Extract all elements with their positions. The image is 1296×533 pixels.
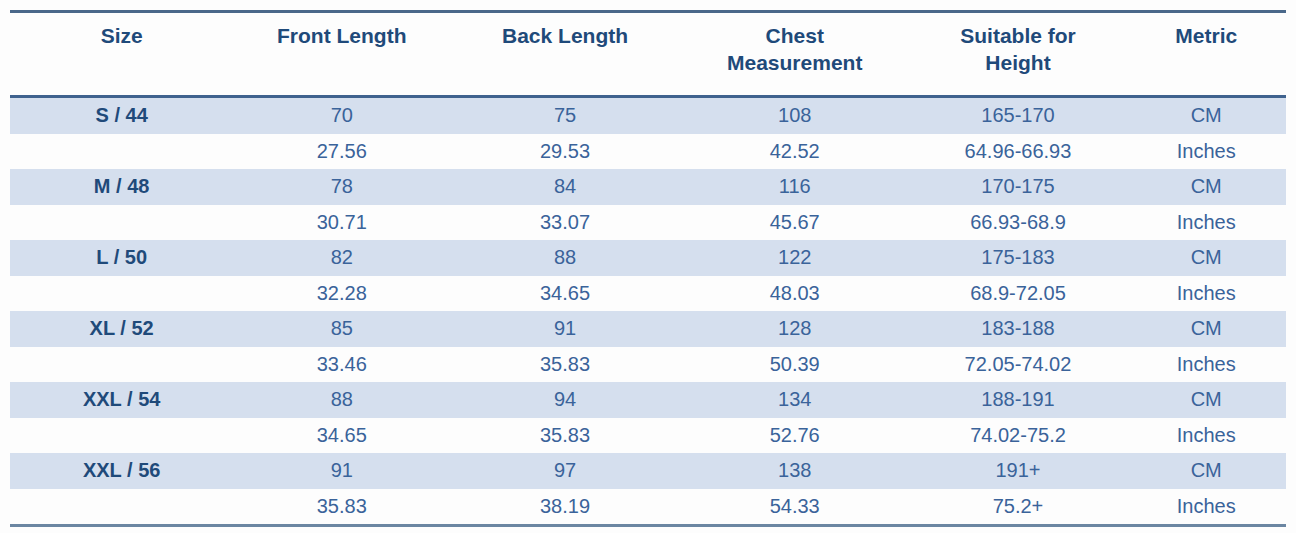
cell-chest-measurement: 42.52 [680, 134, 910, 170]
cell-suitable-for-height: 66.93-68.9 [910, 205, 1127, 241]
column-header-suitable-for-height: Suitable for Height [910, 12, 1127, 97]
cell-metric: CM [1126, 311, 1286, 347]
cell-back-length: 97 [450, 453, 680, 489]
table-row: L / 508288122175-183CM [10, 240, 1286, 276]
column-header-front-length: Front Length [233, 12, 450, 97]
cell-size [10, 347, 233, 383]
cell-size [10, 489, 233, 526]
cell-back-length: 33.07 [450, 205, 680, 241]
cell-size: M / 48 [10, 169, 233, 205]
table-row: XXL / 569197138191+CM [10, 453, 1286, 489]
table-row: 30.7133.0745.6766.93-68.9Inches [10, 205, 1286, 241]
cell-back-length: 35.83 [450, 347, 680, 383]
cell-chest-measurement: 48.03 [680, 276, 910, 312]
cell-suitable-for-height: 165-170 [910, 97, 1127, 134]
cell-suitable-for-height: 191+ [910, 453, 1127, 489]
cell-suitable-for-height: 170-175 [910, 169, 1127, 205]
cell-suitable-for-height: 183-188 [910, 311, 1127, 347]
cell-back-length: 88 [450, 240, 680, 276]
cell-front-length: 30.71 [233, 205, 450, 241]
column-header-size: Size [10, 12, 233, 97]
table-body: S / 447075108165-170CM27.5629.5342.5264.… [10, 97, 1286, 526]
table-row: 27.5629.5342.5264.96-66.93Inches [10, 134, 1286, 170]
cell-front-length: 34.65 [233, 418, 450, 454]
cell-front-length: 78 [233, 169, 450, 205]
cell-metric: Inches [1126, 205, 1286, 241]
cell-size: XXL / 54 [10, 382, 233, 418]
size-chart-wrapper: SizeFront LengthBack LengthChest Measure… [10, 10, 1286, 527]
cell-front-length: 85 [233, 311, 450, 347]
cell-suitable-for-height: 72.05-74.02 [910, 347, 1127, 383]
cell-back-length: 29.53 [450, 134, 680, 170]
cell-front-length: 27.56 [233, 134, 450, 170]
cell-size: L / 50 [10, 240, 233, 276]
cell-size [10, 418, 233, 454]
cell-chest-measurement: 50.39 [680, 347, 910, 383]
cell-chest-measurement: 138 [680, 453, 910, 489]
cell-suitable-for-height: 188-191 [910, 382, 1127, 418]
cell-chest-measurement: 108 [680, 97, 910, 134]
cell-suitable-for-height: 75.2+ [910, 489, 1127, 526]
cell-metric: CM [1126, 382, 1286, 418]
cell-size: S / 44 [10, 97, 233, 134]
table-row: XL / 528591128183-188CM [10, 311, 1286, 347]
cell-back-length: 94 [450, 382, 680, 418]
cell-chest-measurement: 45.67 [680, 205, 910, 241]
table-row: S / 447075108165-170CM [10, 97, 1286, 134]
table-row: M / 487884116170-175CM [10, 169, 1286, 205]
cell-back-length: 34.65 [450, 276, 680, 312]
cell-metric: CM [1126, 169, 1286, 205]
cell-metric: CM [1126, 453, 1286, 489]
cell-size [10, 205, 233, 241]
cell-back-length: 84 [450, 169, 680, 205]
cell-back-length: 75 [450, 97, 680, 134]
cell-size: XXL / 56 [10, 453, 233, 489]
cell-chest-measurement: 134 [680, 382, 910, 418]
table-header: SizeFront LengthBack LengthChest Measure… [10, 12, 1286, 97]
cell-front-length: 91 [233, 453, 450, 489]
cell-metric: Inches [1126, 276, 1286, 312]
table-row: XXL / 548894134188-191CM [10, 382, 1286, 418]
column-header-back-length: Back Length [450, 12, 680, 97]
header-row: SizeFront LengthBack LengthChest Measure… [10, 12, 1286, 97]
cell-size [10, 276, 233, 312]
column-header-chest-measurement: Chest Measurement [680, 12, 910, 97]
cell-chest-measurement: 116 [680, 169, 910, 205]
cell-chest-measurement: 52.76 [680, 418, 910, 454]
cell-suitable-for-height: 68.9-72.05 [910, 276, 1127, 312]
cell-chest-measurement: 54.33 [680, 489, 910, 526]
cell-front-length: 35.83 [233, 489, 450, 526]
cell-metric: CM [1126, 97, 1286, 134]
cell-metric: Inches [1126, 347, 1286, 383]
column-header-metric: Metric [1126, 12, 1286, 97]
cell-metric: Inches [1126, 489, 1286, 526]
cell-front-length: 33.46 [233, 347, 450, 383]
table-row: 32.2834.6548.0368.9-72.05Inches [10, 276, 1286, 312]
cell-front-length: 70 [233, 97, 450, 134]
cell-front-length: 32.28 [233, 276, 450, 312]
cell-metric: Inches [1126, 134, 1286, 170]
page-canvas: SizeFront LengthBack LengthChest Measure… [0, 0, 1296, 533]
size-chart-table: SizeFront LengthBack LengthChest Measure… [10, 10, 1286, 527]
cell-suitable-for-height: 175-183 [910, 240, 1127, 276]
cell-back-length: 38.19 [450, 489, 680, 526]
cell-metric: Inches [1126, 418, 1286, 454]
table-row: 35.8338.1954.3375.2+Inches [10, 489, 1286, 526]
cell-metric: CM [1126, 240, 1286, 276]
cell-suitable-for-height: 74.02-75.2 [910, 418, 1127, 454]
cell-suitable-for-height: 64.96-66.93 [910, 134, 1127, 170]
cell-size [10, 134, 233, 170]
cell-front-length: 82 [233, 240, 450, 276]
cell-back-length: 35.83 [450, 418, 680, 454]
cell-size: XL / 52 [10, 311, 233, 347]
cell-chest-measurement: 128 [680, 311, 910, 347]
table-row: 34.6535.8352.7674.02-75.2Inches [10, 418, 1286, 454]
cell-back-length: 91 [450, 311, 680, 347]
table-row: 33.4635.8350.3972.05-74.02Inches [10, 347, 1286, 383]
cell-chest-measurement: 122 [680, 240, 910, 276]
cell-front-length: 88 [233, 382, 450, 418]
